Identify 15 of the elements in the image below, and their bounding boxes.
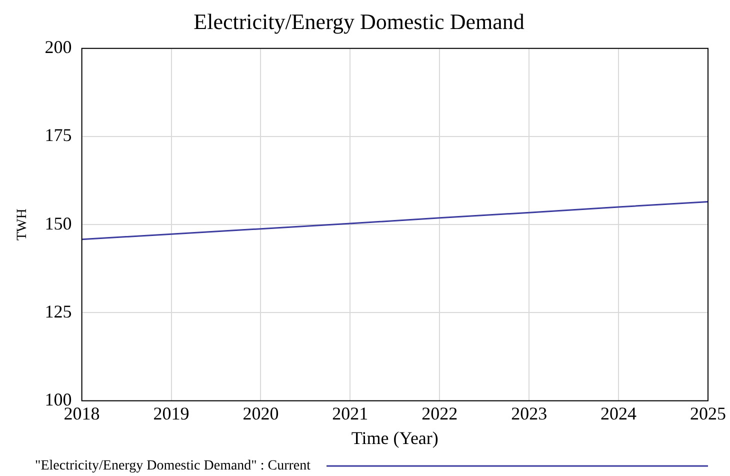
x-tick-label: 2025 [690, 403, 726, 424]
x-tick-label: 2019 [153, 403, 190, 424]
x-tick-label: 2020 [242, 403, 279, 424]
chart-title: Electricity/Energy Domestic Demand [194, 8, 524, 34]
x-tick-label: 2022 [422, 403, 458, 424]
x-tick-label: 2023 [511, 403, 548, 424]
y-axis-title: TWH [15, 208, 30, 241]
x-axis-title: Time (Year) [351, 428, 438, 448]
y-tick-label: 125 [44, 301, 72, 322]
y-tick-label: 175 [44, 125, 72, 146]
y-tick-label: 150 [44, 213, 72, 234]
x-tick-label: 2021 [332, 403, 368, 424]
text: "Electricity/Energy Domestic Demand" : Current [35, 458, 311, 474]
y-tick-label: 200 [44, 37, 72, 58]
x-tick-label: 2024 [600, 403, 637, 424]
